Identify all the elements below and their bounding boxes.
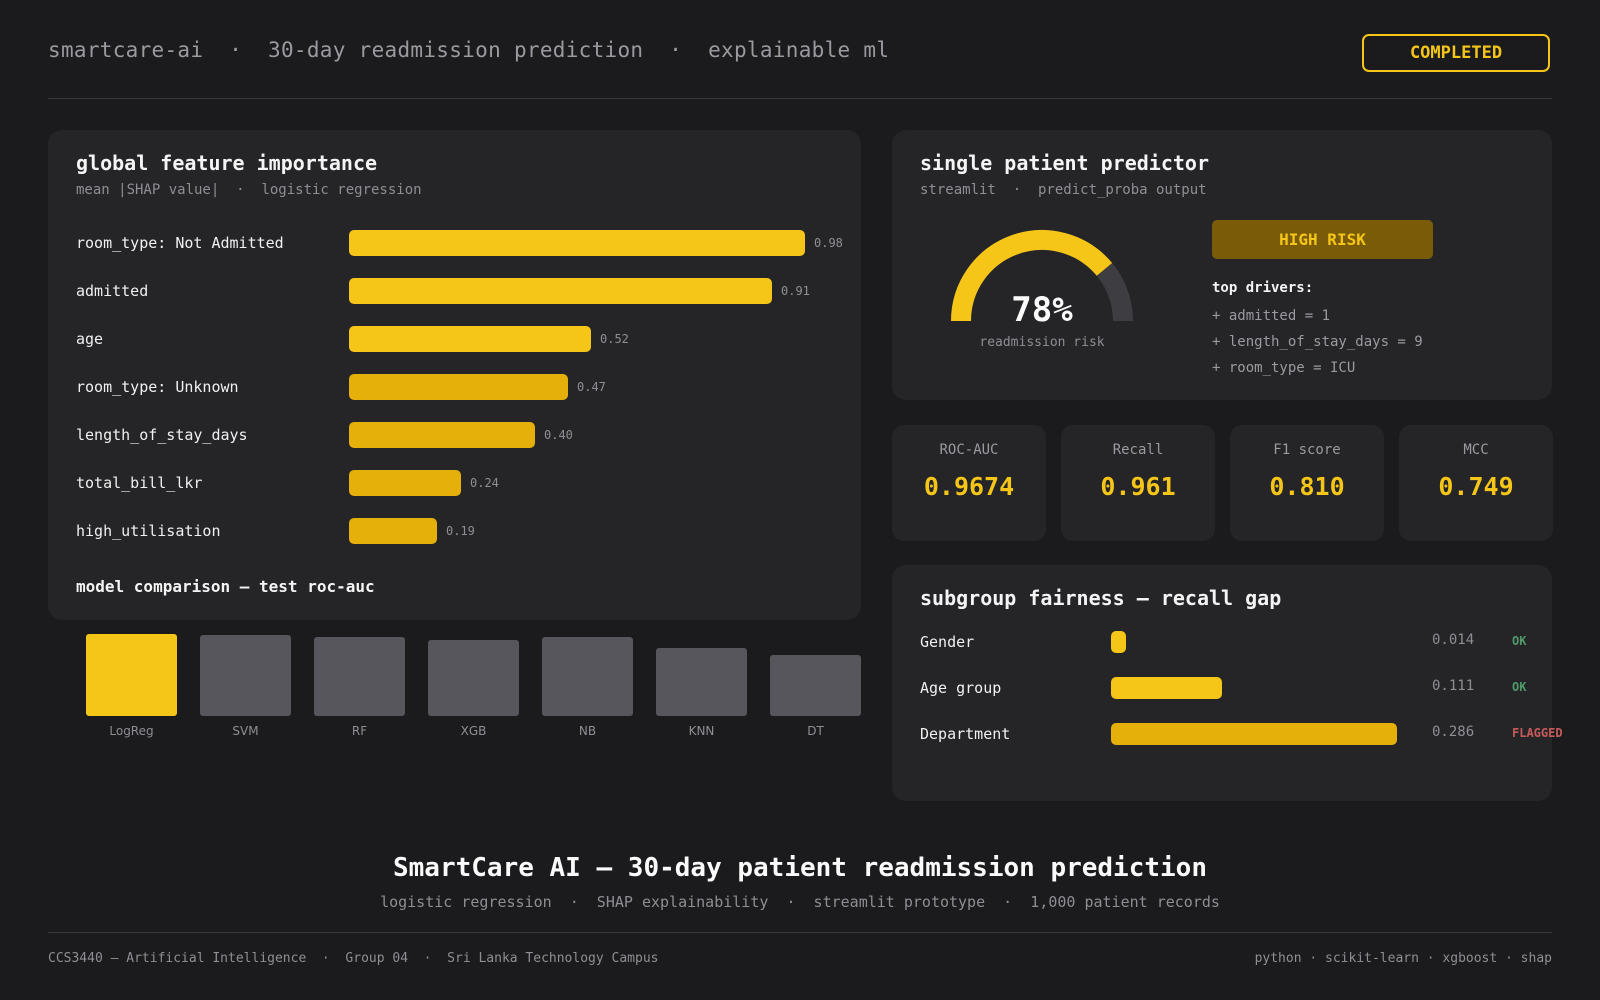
feature-label: high_utilisation — [76, 522, 221, 540]
metric-card-mcc: MCC 0.749 — [1399, 425, 1553, 541]
feature-row: room_type: Not Admitted 0.98 — [76, 230, 856, 258]
feature-bar — [349, 326, 591, 352]
footer-divider — [48, 932, 1552, 933]
fairness-value: 0.111 — [1432, 678, 1475, 694]
metric-card-roc-auc: ROC-AUC 0.9674 — [892, 425, 1046, 541]
feature-row: total_bill_lkr 0.24 — [76, 470, 856, 498]
feature-label: age — [76, 330, 104, 348]
model-label: LogReg — [109, 724, 154, 738]
fairness-card: subgroup fairness — recall gap Gender 0.0… — [892, 565, 1563, 801]
feature-bar — [349, 518, 437, 544]
model-bar — [200, 635, 291, 716]
model-label: XGB — [460, 724, 487, 738]
feature-label: length_of_stay_days — [76, 426, 248, 444]
metric-label: MCC — [1463, 442, 1489, 458]
metric-value: 0.810 — [1269, 472, 1345, 501]
model-label: NB — [578, 724, 597, 738]
feature-bar — [349, 230, 805, 256]
model-comparison-title: model comparison — test roc-auc — [76, 577, 375, 596]
footer-stack: python · scikit-learn · xgboost · shap — [1254, 951, 1552, 966]
driver-item: + length_of_stay_days = 9 — [1212, 334, 1423, 350]
metric-value: 0.749 — [1438, 472, 1514, 501]
model-comparison-chart: LogReg SVM RF XGB NB KNN DT — [86, 634, 866, 744]
predictor-title: single patient predictor — [920, 151, 1209, 175]
feature-importance-card: global feature importance mean |SHAP val… — [48, 130, 861, 620]
status-badge: COMPLETED — [1362, 34, 1550, 72]
feature-importance-title: global feature importance — [76, 151, 378, 175]
fairness-status: OK — [1512, 680, 1527, 694]
feature-bar — [349, 422, 535, 448]
feature-value: 0.91 — [781, 284, 810, 298]
feature-row: length_of_stay_days 0.40 — [76, 422, 856, 450]
model-bar — [656, 648, 747, 716]
metric-card-recall: Recall 0.961 — [1061, 425, 1215, 541]
predictor-card: single patient predictor streamlit · pre… — [892, 130, 1552, 400]
metric-label: ROC-AUC — [939, 442, 999, 458]
risk-badge: HIGH RISK — [1212, 220, 1433, 259]
fairness-label: Gender — [920, 633, 975, 651]
model-label: SVM — [232, 724, 259, 738]
model-label: DT — [807, 724, 824, 738]
feature-value: 0.47 — [577, 380, 606, 394]
fairness-status: FLAGGED — [1512, 726, 1563, 740]
feature-value: 0.52 — [600, 332, 629, 346]
risk-gauge — [951, 230, 1133, 322]
feature-bar — [349, 374, 568, 400]
driver-item: + room_type = ICU — [1212, 360, 1356, 376]
feature-bar — [349, 470, 461, 496]
feature-row: high_utilisation 0.19 — [76, 518, 856, 546]
model-label: KNN — [688, 724, 715, 738]
feature-value: 0.19 — [446, 524, 475, 538]
metric-value: 0.961 — [1100, 472, 1176, 501]
risk-value: 78% — [1011, 290, 1073, 330]
fairness-value: 0.286 — [1432, 724, 1475, 740]
fairness-value: 0.014 — [1432, 632, 1475, 648]
feature-bar — [349, 278, 772, 304]
model-bar — [428, 640, 519, 716]
metric-value: 0.9674 — [923, 472, 1015, 501]
footer-title: SmartCare AI — 30-day patient readmissio… — [393, 853, 1207, 883]
driver-item: + admitted = 1 — [1212, 308, 1331, 324]
header-title: smartcare-ai · 30-day readmission predic… — [48, 38, 890, 62]
fairness-label: Department — [920, 725, 1011, 743]
predictor-subtitle: streamlit · predict_proba output — [920, 182, 1207, 198]
metric-label: Recall — [1112, 442, 1164, 458]
risk-caption: readmission risk — [979, 335, 1105, 350]
feature-row: admitted 0.91 — [76, 278, 856, 306]
fairness-bar — [1111, 631, 1126, 653]
drivers-title: top drivers: — [1212, 280, 1314, 296]
fairness-label: Age group — [920, 679, 1002, 697]
fairness-bar — [1111, 677, 1222, 699]
feature-importance-chart: room_type: Not Admitted 0.98 admitted 0.91 a… — [76, 230, 856, 570]
model-bar — [86, 634, 177, 716]
model-label: RF — [351, 724, 368, 738]
metric-label: F1 score — [1273, 442, 1341, 458]
footer-subtitle: logistic regression · SHAP explainabilit… — [380, 893, 1220, 911]
model-bar — [542, 637, 633, 716]
footer-credits: CCS3440 — Artificial Intelligence · Grou… — [48, 951, 659, 966]
feature-value: 0.40 — [544, 428, 573, 442]
fairness-title: subgroup fairness — recall gap — [920, 586, 1282, 610]
header-divider — [48, 98, 1552, 99]
feature-row: room_type: Unknown 0.47 — [76, 374, 856, 402]
feature-value: 0.98 — [814, 236, 843, 250]
feature-label: room_type: Not Admitted — [76, 234, 284, 252]
gauge-fill — [951, 230, 1113, 322]
feature-value: 0.24 — [470, 476, 499, 490]
feature-label: room_type: Unknown — [76, 378, 239, 396]
feature-row: age 0.52 — [76, 326, 856, 354]
model-bar — [770, 655, 861, 716]
feature-label: admitted — [76, 282, 149, 300]
fairness-status: OK — [1512, 634, 1527, 648]
fairness-bar — [1111, 723, 1397, 745]
feature-label: total_bill_lkr — [76, 474, 203, 492]
feature-importance-subtitle: mean |SHAP value| · logistic regression — [76, 182, 422, 198]
metric-card-f1: F1 score 0.810 — [1230, 425, 1384, 541]
model-bar — [314, 637, 405, 716]
fairness-chart: Gender 0.014 OK Age group 0.111 OK Department 0… — [920, 631, 1563, 761]
